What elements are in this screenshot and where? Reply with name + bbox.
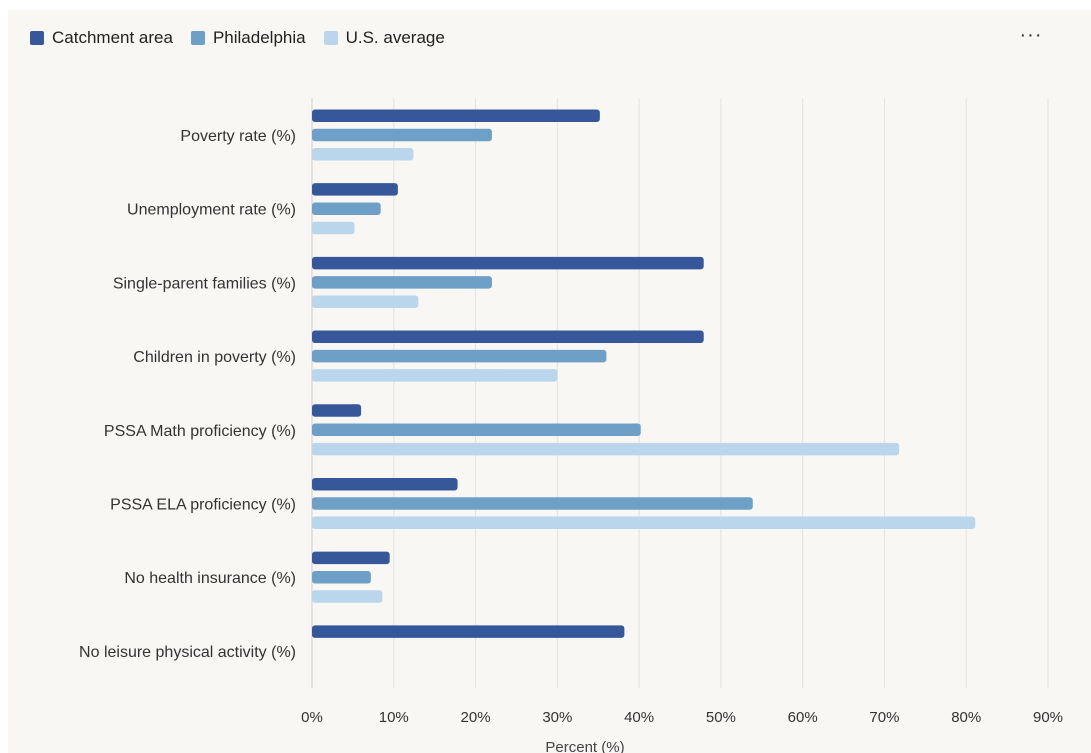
bar-u-s-average: [312, 516, 976, 530]
legend-swatch: [190, 31, 205, 45]
legend-swatch: [30, 31, 44, 45]
bar-catchment-area: [312, 404, 362, 417]
bar-catchment-area: [312, 330, 704, 344]
x-tick-label: 60%: [788, 709, 818, 726]
bar-philadelphia: [312, 276, 492, 289]
legend-label: Catchment area: [52, 28, 173, 47]
bar-u-s-average: [312, 590, 383, 603]
legend-label: U.S. average: [345, 28, 445, 47]
bar-philadelphia: [312, 349, 607, 363]
more-options-icon[interactable]: ···: [1019, 23, 1043, 46]
x-axis-title: Percent (%): [545, 739, 624, 753]
legend-swatch: [323, 31, 338, 45]
category-label: No health insurance (%): [124, 570, 296, 587]
bar-u-s-average: [312, 221, 355, 235]
category-label: No leisure physical activity (%): [79, 644, 296, 661]
category-label: PSSA ELA proficiency (%): [110, 497, 296, 514]
category-label: Unemployment rate (%): [127, 202, 296, 219]
legend-item-0[interactable]: Catchment area: [30, 28, 173, 48]
bar-catchment-area: [312, 256, 704, 270]
x-tick-label: 90%: [1033, 709, 1063, 726]
bar-catchment-area: [312, 625, 625, 638]
category-label: Poverty rate (%): [180, 128, 296, 145]
legend-item-2[interactable]: U.S. average: [323, 28, 445, 48]
bar-u-s-average: [312, 442, 900, 456]
x-tick-label: 10%: [379, 709, 409, 726]
category-label: PSSA Math proficiency (%): [104, 423, 296, 440]
x-tick-label: 0%: [301, 709, 323, 726]
bar-catchment-area: [312, 109, 600, 122]
legend-label: Philadelphia: [212, 28, 306, 47]
bar-u-s-average: [312, 295, 419, 308]
chart-legend: Catchment area Philadelphia U.S. average: [30, 28, 445, 48]
bar-philadelphia: [312, 497, 753, 510]
x-tick-label: 50%: [706, 709, 736, 726]
x-tick-label: 80%: [951, 709, 981, 726]
bar-catchment-area: [312, 551, 390, 565]
bar-u-s-average: [312, 369, 558, 382]
x-tick-label: 30%: [542, 709, 572, 726]
bar-catchment-area: [312, 477, 458, 491]
bar-philadelphia: [312, 202, 381, 215]
category-label: Children in poverty (%): [133, 349, 296, 366]
x-tick-label: 40%: [624, 709, 654, 726]
bar-u-s-average: [312, 148, 414, 161]
legend-item-1[interactable]: Philadelphia: [190, 28, 306, 48]
x-tick-label: 20%: [461, 709, 491, 726]
bar-philadelphia: [312, 128, 492, 142]
bar-philadelphia: [312, 423, 641, 437]
bar-philadelphia: [312, 570, 371, 584]
category-label: Single-parent families (%): [113, 275, 296, 292]
x-tick-label: 70%: [869, 709, 899, 726]
bar-catchment-area: [312, 183, 398, 196]
